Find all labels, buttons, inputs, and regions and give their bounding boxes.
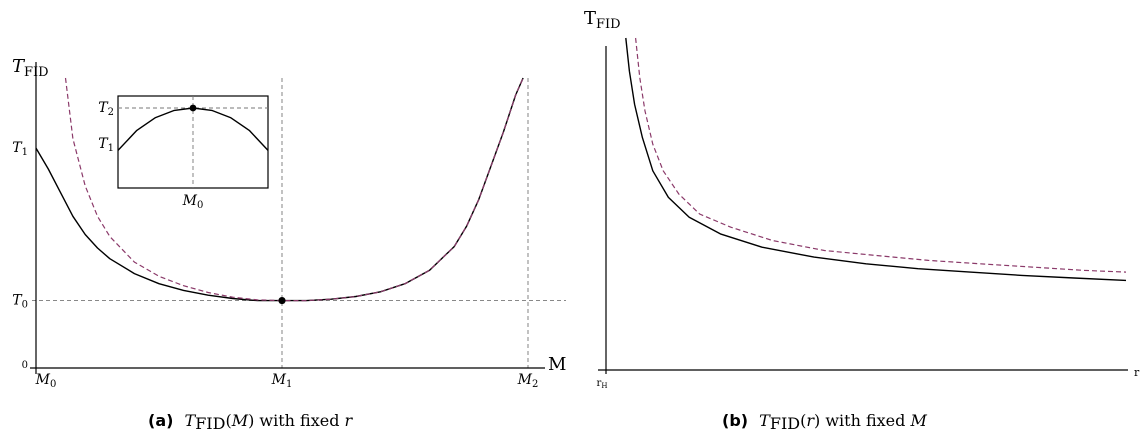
- dashed-series-line-1: [635, 37, 1127, 273]
- y-axis-title: TFID: [584, 8, 621, 32]
- caption-b: (b) TFID(r) with fixed M: [722, 411, 927, 433]
- y-tick-label: T1: [12, 140, 28, 158]
- panel-b: rH TFID r (b) TFID(r) with fixed M: [584, 8, 1140, 433]
- axes: [30, 62, 545, 374]
- series-group: [625, 37, 1127, 282]
- marked-points: [278, 296, 286, 305]
- inset-y-tick-label: T2: [98, 100, 114, 118]
- inset-plot: M0 T1 T2: [98, 95, 269, 211]
- x-axis-title: r: [1134, 366, 1140, 379]
- inset-tick-labels: M0 T1 T2: [98, 100, 203, 211]
- x-tick-label: M1: [271, 372, 293, 390]
- inset-marked-point: [189, 104, 197, 112]
- tick-labels: M0 M1 M2 0 T0 T1: [12, 140, 538, 390]
- inset-y-tick-label: T1: [98, 136, 114, 154]
- tick-labels: rH: [597, 378, 608, 390]
- y-tick-label: T0: [12, 293, 28, 311]
- inset-marked-point: [189, 104, 197, 112]
- dashed-series-line-1: [64, 77, 524, 302]
- caption-a: (a) TFID(M) with fixed r: [148, 411, 354, 433]
- axes: [598, 46, 1128, 374]
- solid-series-line-0: [625, 37, 1127, 282]
- y-axis-title: TFID: [12, 56, 49, 80]
- inset-x-tick-label: M0: [182, 193, 204, 211]
- x-tick-label: rH: [597, 378, 608, 390]
- x-tick-label: M0: [35, 372, 57, 390]
- x-tick-label: M2: [517, 372, 539, 390]
- panel-a: M0 M1 M2 0 T0 T1 TFID M M0 T1 T2 (a) TFID(M) wi…: [12, 56, 566, 433]
- x-axis-title: M: [548, 354, 566, 375]
- reference-lines: [32, 78, 566, 368]
- y-tick-label: 0: [22, 360, 28, 371]
- marked-point: [278, 296, 286, 305]
